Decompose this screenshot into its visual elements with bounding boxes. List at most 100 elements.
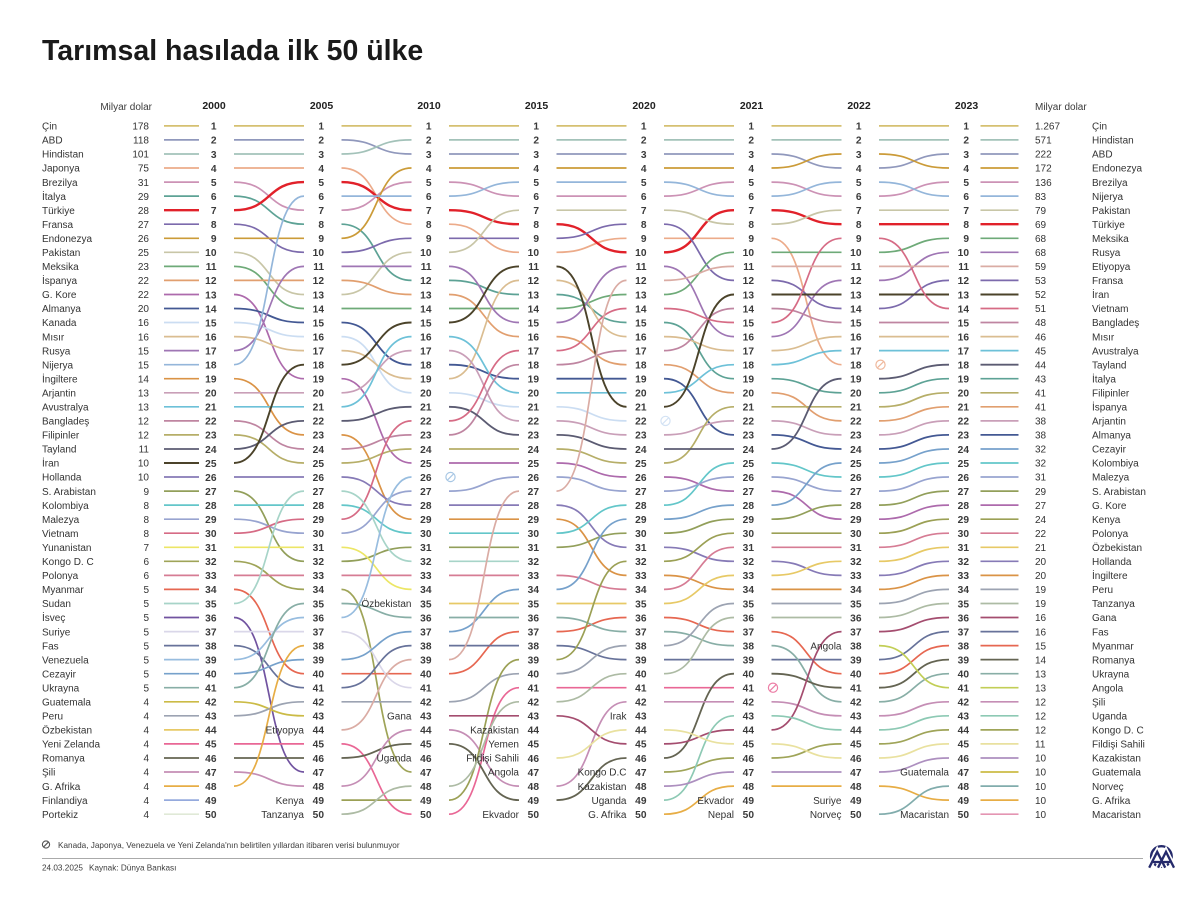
svg-text:40: 40 [313,670,325,681]
svg-text:31: 31 [1035,473,1047,484]
svg-text:Suriye: Suriye [813,796,842,807]
svg-text:8: 8 [426,220,432,231]
svg-text:8: 8 [318,220,324,231]
svg-text:47: 47 [528,768,540,779]
svg-text:6: 6 [856,192,862,203]
svg-text:Almanya: Almanya [42,304,81,315]
svg-text:42: 42 [850,698,862,709]
svg-text:Şili: Şili [1092,698,1105,709]
svg-text:32: 32 [420,557,432,568]
svg-text:Endonezya: Endonezya [1092,164,1142,175]
svg-text:25: 25 [958,459,970,470]
svg-text:49: 49 [205,796,217,807]
svg-text:16: 16 [958,332,970,343]
svg-text:24: 24 [420,445,432,456]
svg-text:31: 31 [958,543,970,554]
svg-text:15: 15 [528,318,540,329]
svg-text:25: 25 [528,459,540,470]
svg-text:38: 38 [850,641,862,652]
svg-text:Kazakistan: Kazakistan [1092,754,1141,765]
svg-text:43: 43 [958,712,970,723]
svg-text:Çin: Çin [1092,122,1107,133]
svg-text:48: 48 [1035,318,1047,329]
svg-text:4: 4 [318,164,324,175]
svg-text:20: 20 [528,389,540,400]
svg-text:8: 8 [856,220,862,231]
svg-text:40: 40 [743,670,755,681]
svg-text:25: 25 [850,459,862,470]
svg-text:24: 24 [1035,515,1047,526]
svg-text:13: 13 [850,290,862,301]
svg-text:7: 7 [533,206,539,217]
svg-text:5: 5 [641,178,647,189]
svg-text:9: 9 [533,234,539,245]
svg-text:Peru: Peru [42,712,63,723]
svg-text:50: 50 [743,810,755,821]
svg-text:36: 36 [743,613,755,624]
svg-text:12: 12 [958,276,970,287]
svg-text:43: 43 [420,712,432,723]
svg-text:22: 22 [313,417,325,428]
svg-text:39: 39 [205,655,217,666]
svg-text:5: 5 [143,613,149,624]
svg-text:36: 36 [313,613,325,624]
svg-text:46: 46 [1035,332,1047,343]
svg-text:14: 14 [420,304,432,315]
svg-text:29: 29 [420,515,432,526]
svg-text:18: 18 [743,361,755,372]
svg-text:10: 10 [138,473,150,484]
svg-text:21: 21 [958,403,970,414]
svg-text:26: 26 [528,473,540,484]
svg-text:10: 10 [1035,782,1047,793]
svg-text:10: 10 [958,248,970,259]
svg-text:40: 40 [958,670,970,681]
svg-text:12: 12 [1035,726,1047,737]
svg-text:Angola: Angola [488,768,520,779]
svg-text:47: 47 [635,768,647,779]
svg-text:17: 17 [205,346,217,357]
svg-text:31: 31 [850,543,862,554]
svg-text:12: 12 [1035,698,1047,709]
svg-text:Avustralya: Avustralya [42,403,89,414]
svg-text:7: 7 [641,206,647,217]
svg-text:30: 30 [850,529,862,540]
svg-text:33: 33 [420,571,432,582]
svg-text:2: 2 [748,136,754,147]
svg-text:52: 52 [1035,290,1047,301]
svg-text:18: 18 [528,361,540,372]
svg-text:Filipinler: Filipinler [1092,389,1130,400]
svg-text:4: 4 [143,810,149,821]
svg-text:3: 3 [641,150,647,161]
svg-text:İspanya: İspanya [42,274,77,287]
svg-text:8: 8 [143,515,149,526]
svg-text:19: 19 [313,375,325,386]
svg-text:41: 41 [635,684,647,695]
svg-text:34: 34 [958,585,970,596]
svg-text:44: 44 [958,726,970,737]
svg-text:6: 6 [748,192,754,203]
svg-text:41: 41 [420,684,432,695]
svg-text:19: 19 [958,375,970,386]
svg-text:3: 3 [426,150,432,161]
svg-text:101: 101 [132,150,149,161]
svg-text:Kanada: Kanada [42,318,77,329]
svg-text:9: 9 [963,234,969,245]
svg-text:Malezya: Malezya [1092,473,1130,484]
svg-text:16: 16 [1035,613,1047,624]
svg-text:8: 8 [211,220,217,231]
svg-text:Polonya: Polonya [42,571,79,582]
svg-text:30: 30 [205,529,217,540]
svg-text:1: 1 [856,122,862,133]
svg-text:ABD: ABD [42,136,63,147]
svg-text:43: 43 [635,712,647,723]
svg-text:26: 26 [205,473,217,484]
svg-text:8: 8 [641,220,647,231]
svg-text:25: 25 [205,459,217,470]
svg-text:G. Afrika: G. Afrika [42,782,81,793]
svg-text:23: 23 [205,431,217,442]
svg-text:43: 43 [743,712,755,723]
svg-text:83: 83 [1035,192,1047,203]
svg-text:4: 4 [143,782,149,793]
svg-text:2: 2 [641,136,647,147]
svg-text:31: 31 [528,543,540,554]
